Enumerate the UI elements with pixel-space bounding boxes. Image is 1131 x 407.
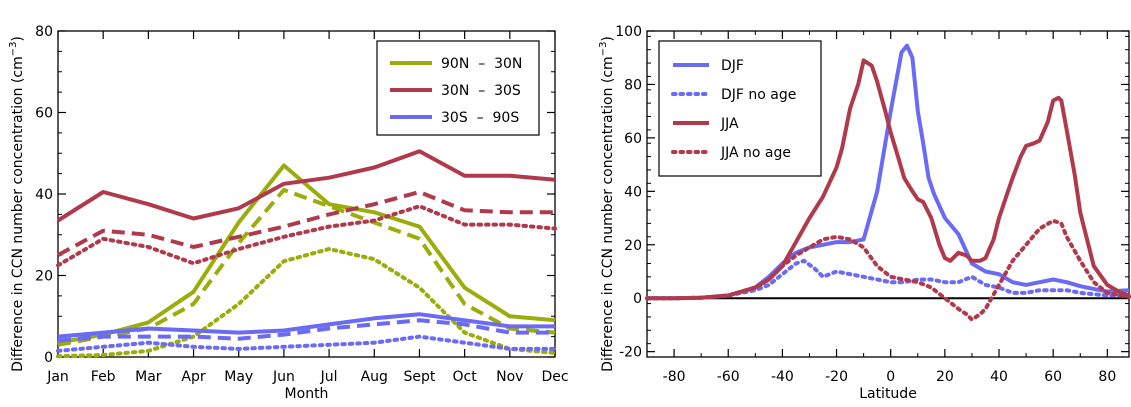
x-tick-label: Oct	[453, 369, 478, 385]
legend-label: DJF no age	[721, 87, 796, 103]
y-tick-label: 0	[44, 350, 53, 366]
y-axis-label: Difference in CCN number concentration (…	[598, 36, 616, 372]
x-tick-label: Sept	[404, 369, 436, 385]
y-axis-label-main: Difference in CCN number concentration (…	[600, 56, 616, 372]
y-tick-label: 40	[35, 187, 53, 203]
chart-panel-2: -20 0 20 40 60 80 100 -80 -60 -40 -20 0 20 40 60 80 Lati…	[598, 24, 1131, 402]
series-line-3	[647, 58, 1130, 301]
series-line-7	[57, 312, 555, 339]
x-tick-label: Jan	[46, 369, 69, 385]
y-axis-label-close: )	[600, 36, 616, 41]
x-tick-label: Dec	[541, 369, 568, 385]
x-tick-label: Nov	[496, 369, 523, 385]
x-tick-label: Aug	[361, 369, 388, 385]
x-tick-label: -40	[771, 369, 794, 385]
x-axis-label: Month	[285, 386, 329, 402]
series-line-6	[56, 204, 557, 268]
y-axis-label-unit-exponent: −3	[598, 42, 609, 57]
legend-label: DJF	[721, 58, 744, 74]
y-tick-label: 40	[624, 184, 642, 200]
series-line-5	[57, 190, 555, 257]
x-tick-label: Jul	[320, 369, 338, 385]
x-tick-label: 60	[1044, 369, 1062, 385]
x-tick-label: -80	[663, 369, 686, 385]
y-axis-label: Difference in CCN number concentration (…	[8, 36, 26, 372]
plot-frame	[646, 30, 1130, 358]
x-tick-label: Apr	[181, 369, 205, 385]
series-line-1	[57, 163, 556, 345]
y-tick-label: 60	[35, 106, 53, 122]
x-tick-label: 20	[936, 369, 954, 385]
y-axis-label-main: Difference in CCN number concentration (…	[10, 56, 26, 372]
series-line-8	[57, 318, 555, 343]
series-line-2	[645, 258, 1131, 301]
x-tick-label: -60	[717, 369, 740, 385]
x-tick-label: 40	[990, 369, 1008, 385]
y-axis-label-unit-exponent: −3	[8, 42, 19, 57]
x-tick-label: 80	[1098, 369, 1116, 385]
legend-label: 30S – 90S	[441, 110, 519, 126]
legend-label: JJA	[720, 116, 739, 132]
y-tick-label: 20	[35, 269, 53, 285]
series-line-4	[645, 218, 1131, 322]
y-tick-label: 20	[624, 238, 642, 254]
legend-label: JJA no age	[720, 145, 791, 161]
y-tick-label: 60	[624, 131, 642, 147]
y-axis-label-close: )	[10, 36, 26, 41]
y-tick-label: -20	[619, 345, 642, 361]
x-tick-label: Mar	[135, 369, 162, 385]
x-tick-label: Feb	[91, 369, 116, 385]
x-tick-label: Jun	[272, 369, 295, 385]
legend-label: 30N – 30S	[441, 83, 521, 99]
y-tick-label: 100	[615, 24, 642, 40]
series-line-4	[56, 149, 556, 223]
y-tick-label: 0	[633, 291, 642, 307]
y-tick-label: 80	[624, 77, 642, 93]
x-axis-label: Latitude	[859, 386, 917, 402]
series-line-9	[56, 334, 557, 353]
y-tick-label: 80	[35, 24, 53, 40]
x-tick-label: 0	[886, 369, 895, 385]
x-tick-label: -20	[825, 369, 848, 385]
legend-label: 90N – 30N	[441, 56, 522, 72]
x-tick-label: May	[224, 369, 253, 385]
series-line-3	[56, 247, 557, 359]
chart-panel-1: 0 20 40 60 80 Jan Feb Mar Apr May Jun Jul Aug Sept Oct…	[8, 24, 569, 402]
